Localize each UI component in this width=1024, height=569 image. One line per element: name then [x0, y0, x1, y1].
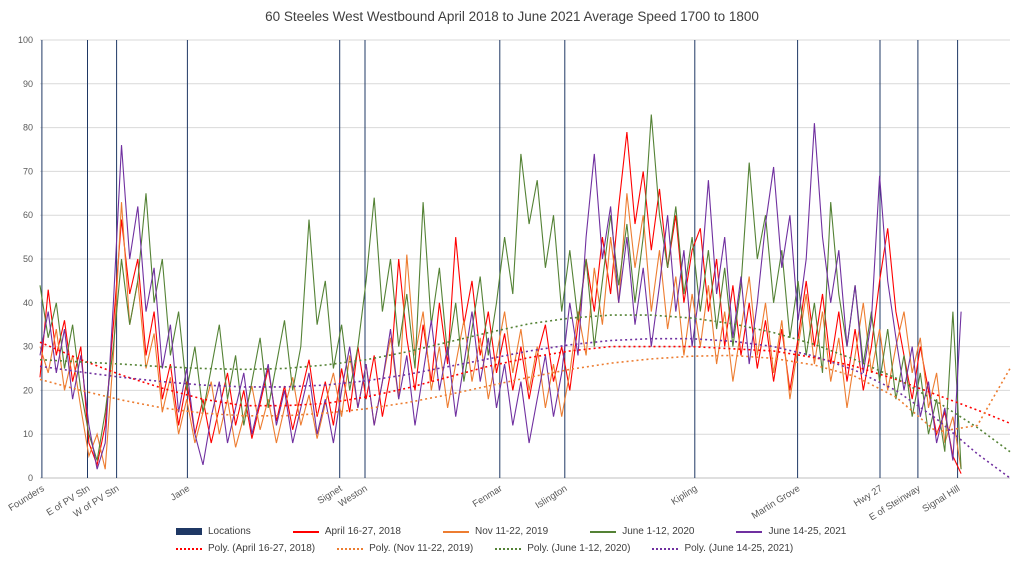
- x-axis-label: Martin Grove: [750, 483, 802, 520]
- line-swatch: [590, 530, 617, 533]
- y-axis-tick-label: 80: [23, 123, 33, 133]
- y-axis-tick-label: 90: [23, 79, 33, 89]
- legend-label: April 16-27, 2018: [324, 526, 401, 537]
- series-line: [39, 114, 962, 470]
- y-axis-tick-label: 60: [23, 210, 33, 220]
- trendline: [39, 354, 1011, 433]
- legend-item-series: Nov 11-22, 2019: [442, 526, 549, 537]
- chart-title: 60 Steeles West Westbound April 2018 to …: [265, 9, 759, 24]
- y-axis-tick-label: 40: [23, 298, 33, 308]
- x-axis-label: Islington: [534, 483, 570, 511]
- series-line: [39, 193, 962, 470]
- legend-label: June 14-25, 2021: [768, 526, 847, 537]
- legend-label: Nov 11-22, 2019: [474, 526, 549, 537]
- legend-label: Poly. (June 1-12, 2020): [527, 543, 631, 554]
- x-axis-label: Jane: [169, 483, 192, 503]
- legend-label: Poly. (April 16-27, 2018): [208, 543, 316, 554]
- legend-item-trendline: Poly. (Nov 11-22, 2019): [337, 543, 473, 554]
- y-axis-tick-label: 10: [23, 429, 33, 439]
- legend-item-locations: Locations: [176, 526, 251, 537]
- line-swatch: [292, 530, 319, 533]
- legend-label: Poly. (June 14-25, 2021): [684, 543, 794, 554]
- legend-item-series: June 14-25, 2021: [736, 526, 846, 537]
- x-axis-label: Fenmar: [471, 483, 505, 510]
- y-axis-tick-label: 0: [28, 473, 33, 483]
- x-axis-label: Weston: [337, 483, 370, 509]
- x-axis-label: Founders: [7, 483, 47, 514]
- legend-item-series: April 16-27, 2018: [292, 526, 401, 537]
- locations-bar-swatch: [176, 528, 202, 535]
- legend-label: Locations: [208, 526, 251, 537]
- legend-label: June 1-12, 2020: [622, 526, 695, 537]
- dotted-line-swatch: [176, 547, 202, 550]
- legend-row-trendlines: Poly. (April 16-27, 2018) Poly. (Nov 11-2…: [176, 543, 846, 554]
- legend-item-trendline: Poly. (April 16-27, 2018): [176, 543, 315, 554]
- legend-label: Poly. (Nov 11-22, 2019): [369, 543, 474, 554]
- x-axis-label: Kipling: [669, 483, 699, 507]
- series-line: [39, 123, 962, 470]
- legend-item-trendline: Poly. (June 14-25, 2021): [652, 543, 793, 554]
- x-axis-label: Signal Hill: [921, 483, 963, 515]
- legend-item-trendline: Poly. (June 1-12, 2020): [495, 543, 630, 554]
- legend-row-series: Locations April 16-27, 2018 Nov 11-22, 201…: [176, 526, 846, 537]
- y-axis-tick-label: 50: [23, 254, 33, 264]
- y-axis-tick-label: 20: [23, 385, 33, 395]
- dotted-line-swatch: [652, 547, 679, 550]
- line-swatch: [736, 530, 763, 533]
- y-axis-tick-label: 100: [18, 35, 33, 45]
- y-axis-tick-label: 70: [23, 166, 33, 176]
- y-axis-tick-label: 30: [23, 342, 33, 352]
- legend-item-series: June 1-12, 2020: [590, 526, 694, 537]
- line-swatch: [442, 530, 469, 533]
- dotted-line-swatch: [337, 547, 364, 550]
- dotted-line-swatch: [495, 547, 522, 550]
- chart-legend: Locations April 16-27, 2018 Nov 11-22, 201…: [176, 526, 846, 554]
- trendline: [39, 314, 1011, 453]
